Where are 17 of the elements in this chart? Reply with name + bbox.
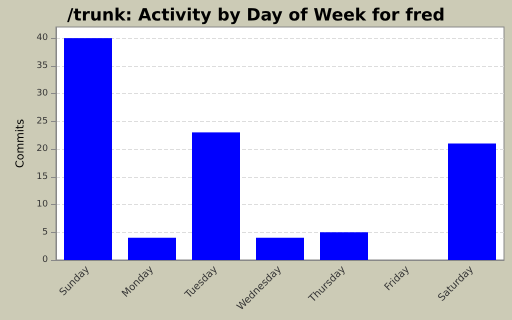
bar [64, 38, 112, 260]
bar [128, 238, 176, 260]
y-tick-label: 20 [36, 144, 48, 154]
bar [256, 238, 304, 260]
y-tick-label: 35 [36, 60, 48, 71]
y-tick-label: 10 [36, 200, 48, 210]
y-tick-label: 30 [36, 88, 48, 99]
bar [320, 232, 368, 260]
y-tick-label: 0 [42, 255, 48, 265]
chart-title: /trunk: Activity by Day of Week for fred [67, 6, 445, 26]
y-tick-label: 15 [36, 172, 48, 182]
y-tick-label: 25 [36, 116, 48, 126]
bar [192, 132, 240, 260]
y-tick-label: 5 [42, 227, 48, 238]
bar [448, 144, 496, 260]
y-axis-title: Commits [14, 118, 27, 168]
y-tick-label: 40 [36, 33, 48, 44]
